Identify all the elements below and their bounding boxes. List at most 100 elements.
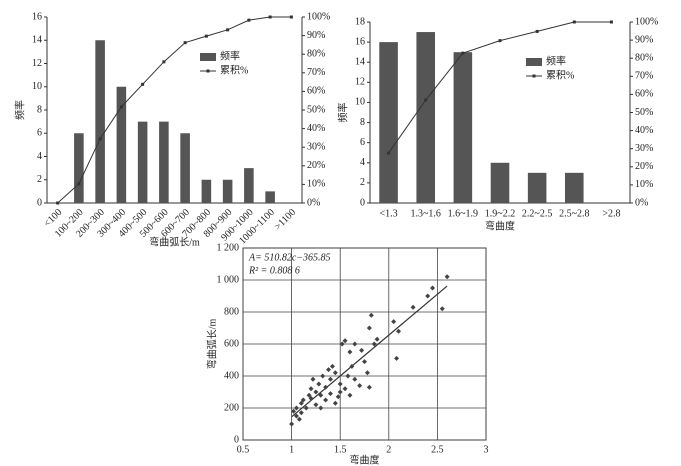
- point: [394, 355, 400, 361]
- y2-tick-label: 0%: [307, 197, 320, 208]
- y-tick-label: 2: [37, 174, 42, 185]
- y-tick-label: 16: [32, 11, 42, 22]
- y-tick-label: 10: [32, 81, 42, 92]
- point: [366, 325, 372, 331]
- point: [359, 347, 365, 353]
- line-marker: [609, 20, 613, 24]
- x-tick-label: >2.8: [602, 208, 620, 219]
- point: [337, 381, 343, 387]
- chart: 0 2 4 6 8 10 12 14 16 0% 10% 20% 30% 40% 50% 60% 70% 80% 9…: [13, 11, 330, 248]
- y-tick-label: 4: [37, 151, 42, 162]
- point: [368, 312, 374, 318]
- bar: [453, 52, 473, 203]
- legend-label: 频率: [546, 54, 566, 67]
- y-tick-label: 6: [360, 137, 365, 148]
- y2-tick-label: 70%: [635, 71, 653, 82]
- bar: [95, 40, 105, 203]
- point: [300, 397, 306, 403]
- point: [310, 376, 316, 382]
- y-tick-label: 18: [355, 16, 365, 27]
- y-tick-label: 8: [360, 117, 365, 128]
- point: [374, 336, 380, 342]
- point: [320, 373, 326, 379]
- y-tick-label: 1 000: [217, 274, 240, 285]
- line-marker: [56, 201, 60, 205]
- annotation: A= 510.82c−365.85: [248, 252, 331, 263]
- trend-line: [291, 285, 448, 418]
- point: [291, 408, 297, 414]
- point: [308, 386, 314, 392]
- legend-label: 累积%: [546, 69, 574, 81]
- x-tick-label: 2: [386, 444, 391, 455]
- point: [303, 405, 309, 411]
- x-tick-label: 1.6~1.9: [448, 208, 478, 219]
- y-tick-label: 600: [224, 338, 239, 349]
- line-marker: [119, 105, 123, 109]
- line-marker: [424, 98, 428, 102]
- bar: [137, 121, 148, 203]
- y-tick-label: 16: [355, 36, 365, 47]
- point: [332, 370, 338, 376]
- legend-label: 频率: [220, 49, 240, 62]
- line-marker: [498, 39, 502, 43]
- line-marker: [268, 15, 272, 19]
- x-axis-label: 弯曲度: [485, 219, 515, 232]
- bar: [159, 121, 169, 203]
- y-tick-label: 14: [32, 35, 42, 46]
- y-tick-label: 6: [37, 128, 42, 139]
- point: [318, 405, 324, 411]
- point: [293, 413, 299, 419]
- y2-tick-label: 90%: [307, 30, 325, 41]
- y2-tick-label: 50%: [635, 107, 653, 118]
- y-tick-label: 10: [355, 97, 365, 108]
- point: [335, 394, 341, 400]
- y-axis-label: 频率: [13, 100, 26, 120]
- point: [371, 341, 377, 347]
- point: [323, 384, 329, 390]
- y2-tick-label: 0%: [635, 197, 648, 208]
- point: [313, 389, 319, 395]
- x-axis-label: 弯曲弧长/m: [149, 235, 200, 248]
- line-marker: [77, 182, 81, 186]
- point: [296, 416, 302, 422]
- x-tick-label: 3: [484, 444, 489, 455]
- y2-tick-label: 60%: [307, 86, 325, 97]
- x-tick-label: 2.2~2.5: [522, 208, 552, 219]
- y-axis-label: 弯曲弧长/m: [205, 319, 218, 370]
- y2-tick-label: 40%: [307, 123, 325, 134]
- point: [430, 285, 436, 291]
- point: [347, 392, 353, 398]
- y2-tick-label: 30%: [635, 143, 653, 154]
- legend-swatch: [206, 69, 210, 73]
- chart: 0.5 1 1.5 2 2.5 3 0 200 400 600 800 1 000 1 200 A= 51…: [205, 242, 488, 466]
- y-tick-label: 1 200: [217, 242, 240, 253]
- x-tick-label: 1: [289, 444, 294, 455]
- y-tick-label: 4: [360, 157, 365, 168]
- y-tick-label: 0: [360, 197, 365, 208]
- y2-tick-label: 30%: [307, 141, 325, 152]
- point: [327, 376, 333, 382]
- bar: [244, 168, 254, 203]
- bar: [74, 133, 84, 203]
- y2-tick-label: 70%: [307, 67, 325, 78]
- point: [444, 274, 450, 280]
- line: [57, 16, 292, 204]
- point: [329, 363, 335, 369]
- point: [345, 373, 351, 379]
- bar: [265, 191, 275, 203]
- line-marker: [141, 82, 145, 86]
- y2-tick-label: 50%: [307, 104, 325, 115]
- y2-tick-label: 100%: [307, 11, 330, 22]
- y-tick-label: 2: [360, 177, 365, 188]
- legend-swatch: [526, 58, 542, 66]
- y2-tick-label: 60%: [635, 89, 653, 100]
- line-marker: [247, 18, 251, 22]
- line-marker: [98, 137, 102, 141]
- bar: [565, 172, 584, 203]
- line-marker: [289, 15, 293, 19]
- x-tick-label: 1.3~1.6: [411, 208, 441, 219]
- legend-swatch: [200, 53, 216, 61]
- bar: [180, 133, 190, 203]
- point: [293, 405, 299, 411]
- point: [298, 410, 304, 416]
